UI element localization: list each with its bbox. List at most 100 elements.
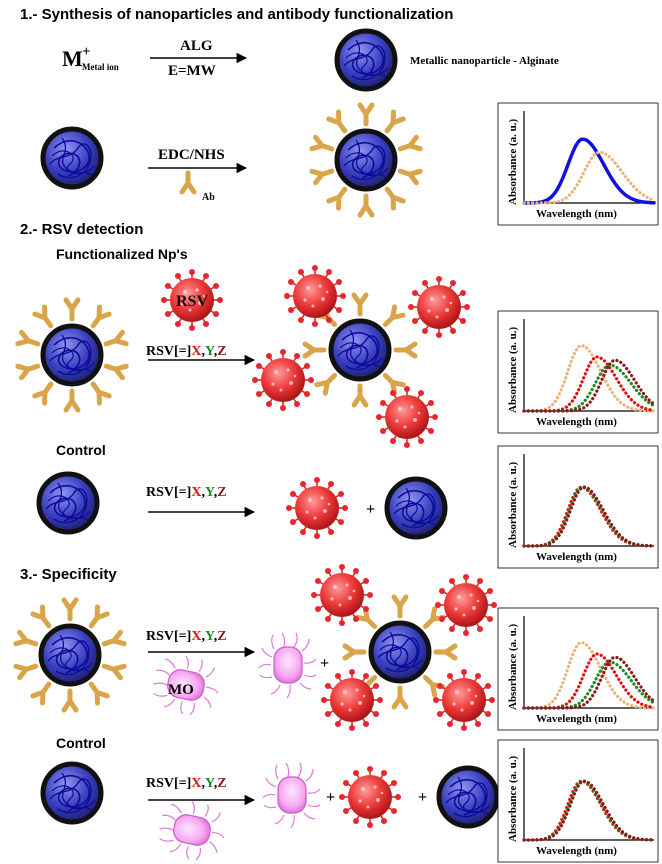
antibody	[317, 371, 339, 393]
y-label: Y	[205, 344, 215, 359]
comma-2: ,	[214, 344, 218, 359]
y-axis-label: Absorbance (a. u.)	[507, 326, 519, 413]
antibody	[18, 332, 40, 349]
spectrum-curve	[522, 150, 656, 205]
antibody	[357, 609, 379, 631]
svg-text:RSV[=]X,Y,Z: RSV[=]X,Y,Z	[146, 629, 227, 644]
antibody	[329, 186, 350, 208]
microorganism-control	[154, 795, 231, 864]
antibody	[396, 344, 415, 356]
control-label-1: Control	[56, 442, 106, 458]
metal-charge: +	[82, 44, 91, 60]
antibody	[312, 165, 334, 182]
antibody	[381, 307, 403, 329]
svg-text:RSV[=]X,Y,Z: RSV[=]X,Y,Z	[146, 776, 227, 791]
absorbance-plot-3: Wavelength (nm) Absorbance (a. u.)	[497, 445, 659, 569]
rsv-virus	[432, 668, 496, 732]
functionalized-label: Functionalized Np's	[56, 246, 188, 262]
rsv-virus	[407, 275, 471, 339]
nanoparticle-core	[371, 623, 429, 681]
z-label: Z	[217, 776, 226, 791]
antibody	[64, 600, 76, 619]
functionalized-nanoparticle-3	[16, 600, 124, 710]
svg-text:RSV[=]X,Y,Z: RSV[=]X,Y,Z	[146, 485, 227, 500]
plot-frame	[497, 310, 659, 434]
y-label: Y	[205, 629, 215, 644]
section-3-title: 3.- Specificity	[20, 566, 117, 583]
control-label-2: Control	[56, 735, 106, 751]
reaction-label-2: RSV[=]X,Y,Z	[146, 344, 227, 359]
plus-sign: +	[418, 789, 427, 806]
rsv-virus	[375, 385, 439, 449]
metal-ion-formula: M + Metal ion	[62, 44, 119, 72]
antibody	[354, 295, 366, 314]
antibody	[18, 360, 40, 377]
plus-sign: +	[366, 501, 375, 518]
antibody	[345, 646, 364, 658]
rsv-virus	[285, 476, 349, 540]
x-label: X	[191, 629, 201, 644]
antibody	[66, 300, 78, 319]
plus-sign: +	[326, 789, 335, 806]
antibody	[88, 381, 109, 403]
mo-label: MO	[168, 682, 194, 698]
comma-2: ,	[214, 629, 218, 644]
reaction-label-4: RSV[=]X,Y,Z	[146, 629, 227, 644]
antibody	[329, 112, 350, 134]
antibody	[86, 607, 107, 629]
spectrum-curve	[522, 640, 656, 710]
rsv-tag-label: RSV	[176, 293, 208, 310]
absorbance-plot-5: Wavelength (nm) Absorbance (a. u.)	[497, 739, 659, 863]
x-axis-label: Wavelength (nm)	[536, 208, 617, 220]
antibody	[436, 646, 455, 658]
nanoparticle-core	[331, 321, 389, 379]
plot-frame	[497, 607, 659, 731]
antibody	[86, 681, 107, 703]
ab-label: Ab	[202, 192, 215, 203]
nanoparticle-core	[41, 626, 99, 684]
antibody	[312, 137, 334, 154]
functionalized-nanoparticle	[312, 105, 420, 215]
spectrum-curve	[522, 779, 656, 842]
antibody	[102, 660, 124, 677]
x-axis-label: Wavelength (nm)	[536, 845, 617, 857]
antibody	[33, 681, 54, 703]
x-label: X	[191, 485, 201, 500]
z-label: Z	[217, 485, 226, 500]
reaction-label-5: RSV[=]X,Y,Z	[146, 776, 227, 791]
antibody	[102, 632, 124, 649]
rsv-virus	[338, 765, 402, 829]
microorganism	[258, 632, 317, 699]
x-axis-label: Wavelength (nm)	[536, 551, 617, 563]
antibody	[354, 386, 366, 405]
y-label: Y	[205, 776, 215, 791]
x-label: X	[191, 344, 201, 359]
svg-text:RSV[=]X,Y,Z: RSV[=]X,Y,Z	[146, 344, 227, 359]
absorbance-plots: Wavelength (nm)Absorbance (a. u.)Wavelen…	[497, 102, 659, 863]
plus-sign: +	[320, 655, 329, 672]
plot-frame	[497, 102, 659, 226]
rsv-prefix: RSV[=]	[146, 485, 191, 500]
antibody	[305, 344, 324, 356]
antibody	[33, 607, 54, 629]
rsv-virus	[434, 573, 498, 637]
comma-2: ,	[214, 776, 218, 791]
spectrum-curve	[522, 655, 656, 710]
antibody	[16, 632, 38, 649]
nanoparticle-core	[43, 326, 101, 384]
spectrum-curve	[522, 485, 656, 548]
antibody	[35, 381, 56, 403]
rsv-virus-labeled: RSV	[160, 268, 224, 332]
antibody	[382, 186, 403, 208]
comma-1: ,	[201, 629, 205, 644]
antibody	[88, 307, 109, 329]
metal-ion-label: Metal ion	[82, 62, 119, 72]
section-2-title: 2.- RSV detection	[20, 221, 143, 238]
rsv-prefix: RSV[=]	[146, 344, 191, 359]
rsv-prefix: RSV[=]	[146, 776, 191, 791]
comma-1: ,	[201, 344, 205, 359]
antibody-icon	[179, 170, 197, 195]
antibody	[104, 360, 126, 377]
